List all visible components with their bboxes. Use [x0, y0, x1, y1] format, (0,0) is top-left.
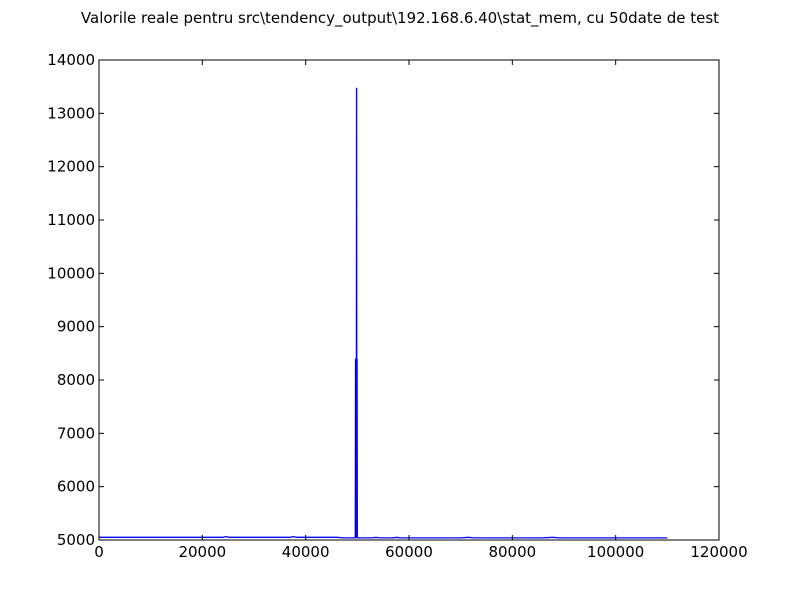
y-tick-label: 9000 — [57, 318, 95, 336]
chart-title: Valorile reale pentru src\tendency_outpu… — [80, 9, 720, 27]
plot-frame — [98, 59, 720, 541]
x-tick-label: 80000 — [488, 543, 536, 561]
y-tick-label: 10000 — [47, 264, 95, 282]
x-tick-label: 20000 — [178, 543, 226, 561]
x-tick-label: 120000 — [690, 543, 747, 561]
y-tick-label: 7000 — [57, 424, 95, 442]
x-tick-label: 40000 — [282, 543, 330, 561]
plot-layer: 0 20000 40000 60000 80000 100000 120000 5000 600… — [47, 51, 747, 561]
y-tick-label: 12000 — [47, 158, 95, 176]
y-tick-label: 8000 — [57, 371, 95, 389]
y-tick-label: 5000 — [57, 531, 95, 549]
x-tick-label: 60000 — [385, 543, 433, 561]
x-tick-label: 0 — [94, 543, 104, 561]
y-tick-label: 11000 — [47, 211, 95, 229]
y-tick-label: 6000 — [57, 478, 95, 496]
x-tick-label: 100000 — [587, 543, 644, 561]
y-tick-label: 14000 — [47, 51, 95, 69]
y-tick-label: 13000 — [47, 104, 95, 122]
series-line-0 — [99, 87, 668, 539]
